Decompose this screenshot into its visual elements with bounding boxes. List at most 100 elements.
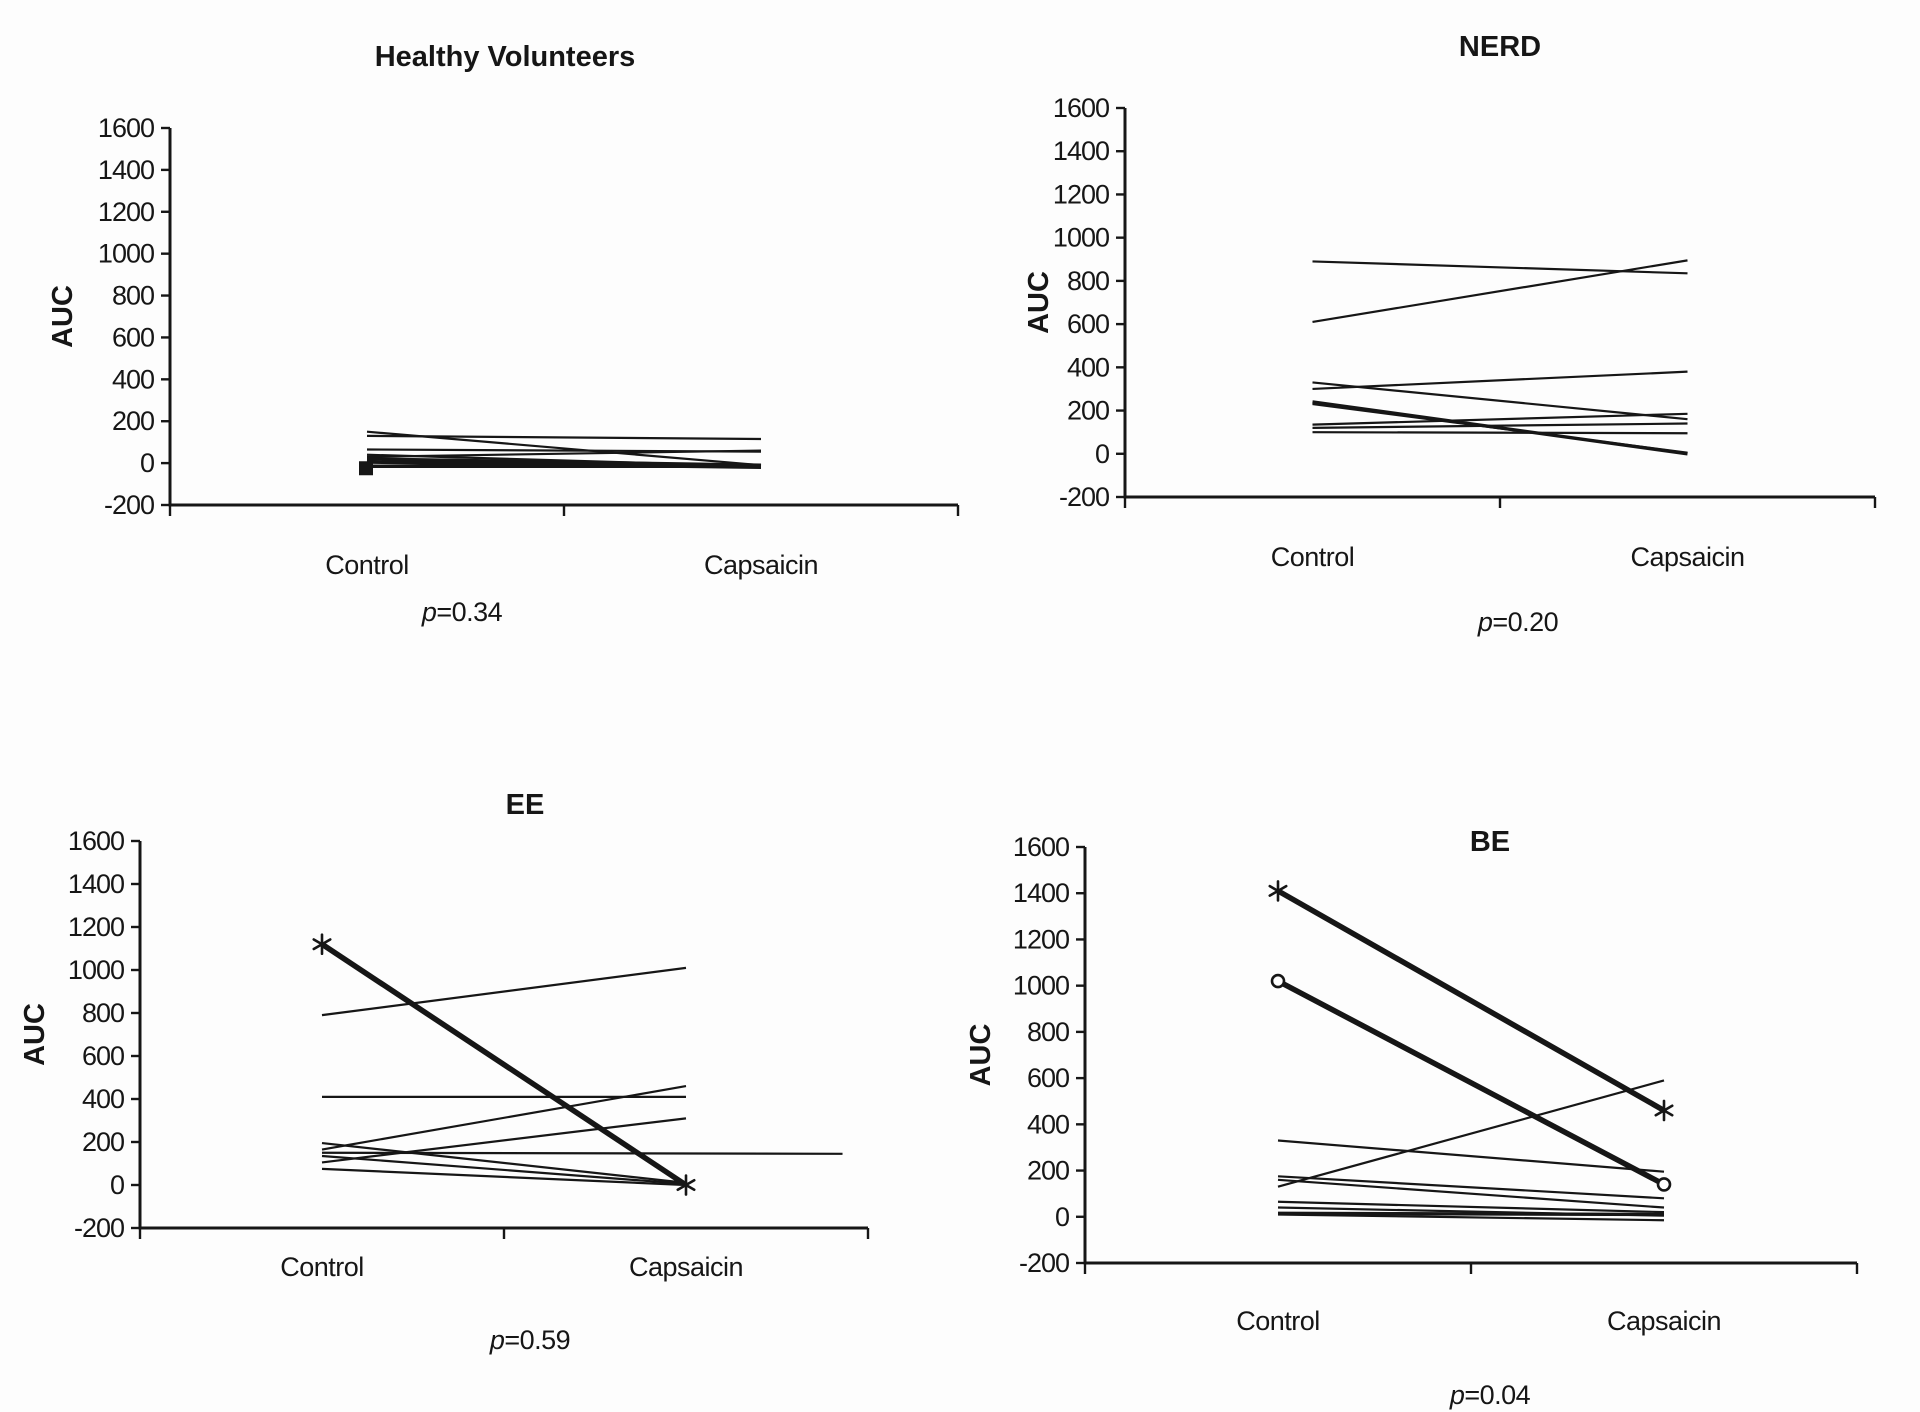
- data-line-subject-2: [366, 434, 762, 441]
- circle-marker-icon: [1656, 1177, 1672, 1192]
- data-line-subject-6: [366, 457, 762, 467]
- y-tick-label: 1000: [68, 955, 124, 985]
- asterisk-marker-icon: [1654, 1099, 1674, 1122]
- data-line-subject-2: [1276, 978, 1666, 1187]
- data-line-subject-9: [1277, 1211, 1665, 1217]
- x-category-label-capsaicin: Capsaicin: [1630, 542, 1744, 572]
- y-tick-label: 1200: [68, 912, 124, 942]
- y-tick-label: -200: [1059, 482, 1109, 512]
- chart-title: NERD: [1459, 31, 1541, 63]
- x-category-label-capsaicin: Capsaicin: [704, 550, 818, 580]
- data-line-subject-4: [1277, 1139, 1665, 1173]
- data-line-subject-3: [1312, 381, 1688, 421]
- p-value-label: p=0.59: [489, 1325, 570, 1355]
- y-tick-label: 1000: [1053, 223, 1109, 253]
- chart-title: Healthy Volunteers: [375, 41, 636, 73]
- y-tick-label: 800: [1067, 266, 1109, 296]
- y-tick-label: 1600: [98, 113, 154, 143]
- data-line-subject-7: [1277, 1200, 1665, 1214]
- y-tick-label: 1400: [98, 155, 154, 185]
- x-category-label-capsaicin: Capsaicin: [629, 1252, 743, 1282]
- chart-panel-nerd: 1600 1400 1200 1000 800 600 400 200 0 -200 NERD AUC…: [1023, 31, 1877, 637]
- y-tick-label: 0: [1055, 1202, 1069, 1232]
- data-line-subject-6: [1277, 1178, 1665, 1209]
- data-line-subject-3: [1277, 1079, 1665, 1188]
- x-category-label-control: Control: [1236, 1306, 1320, 1336]
- x-category-label-capsaicin: Capsaicin: [1607, 1306, 1721, 1336]
- data-line-subject-2: [1312, 259, 1688, 324]
- asterisk-spoke: [1654, 1104, 1674, 1117]
- data-line-subject-8: [1312, 422, 1688, 429]
- y-tick-label: 200: [112, 406, 154, 436]
- y-axis-title: AUC: [47, 285, 79, 348]
- y-tick-label: 0: [110, 1170, 124, 1200]
- data-line-subject-4: [1312, 370, 1688, 391]
- y-tick-label: 1000: [1013, 971, 1069, 1001]
- asterisk-spoke: [312, 938, 332, 951]
- y-tick-label: 400: [1027, 1109, 1069, 1139]
- data-line-subject-5: [1277, 1175, 1665, 1200]
- asterisk-marker-icon: [1268, 880, 1288, 902]
- data-line-subject-1: [1312, 260, 1688, 275]
- y-tick-label: 1600: [68, 826, 124, 856]
- data-line-subject-5: [321, 1085, 687, 1151]
- y-tick-label: 800: [1027, 1017, 1069, 1047]
- y-tick-label: 0: [1095, 439, 1109, 469]
- data-line-subject-4: [321, 1141, 687, 1184]
- y-tick-label: 1200: [1053, 179, 1109, 209]
- y-tick-label: 200: [82, 1127, 124, 1157]
- square-marker-icon: [359, 461, 373, 476]
- chart-title: BE: [1470, 826, 1510, 858]
- data-line-subject-2: [321, 966, 687, 1017]
- y-tick-label: 800: [112, 281, 154, 311]
- x-category-label-control: Control: [1271, 542, 1355, 572]
- y-axis-title: AUC: [19, 1003, 51, 1066]
- y-tick-label: 1400: [1053, 136, 1109, 166]
- y-tick-label: 1400: [1013, 878, 1069, 908]
- y-tick-label: 1400: [68, 869, 124, 899]
- chart-panel-be: 1600 1400 1200 1000 800 600 400 200 0 -200 BE AUC Co…: [965, 826, 1859, 1410]
- asterisk-marker-icon: [312, 933, 332, 956]
- y-tick-label: 200: [1067, 396, 1109, 426]
- data-line-subject-1: [320, 941, 688, 1188]
- data-line-subject-6: [1312, 402, 1688, 454]
- y-tick-label: 1200: [98, 197, 154, 227]
- circle-marker-icon: [1270, 973, 1286, 989]
- p-value-label: p=0.20: [1477, 607, 1558, 637]
- data-line-subject-10: [1277, 1213, 1665, 1222]
- p-value-label: p=0.04: [1449, 1380, 1531, 1410]
- y-axis-title: AUC: [965, 1024, 997, 1087]
- x-category-label-control: Control: [325, 550, 409, 580]
- y-tick-label: 400: [82, 1084, 124, 1114]
- y-tick-label: 600: [1067, 309, 1109, 339]
- y-tick-label: 1200: [1013, 924, 1069, 954]
- chart-panel-ee: 1600 1400 1200 1000 800 600 400 200 0 -200 EE AUC Co…: [19, 789, 870, 1355]
- y-tick-label: -200: [104, 490, 154, 520]
- y-tick-label: 0: [140, 448, 154, 478]
- y-tick-label: 1600: [1013, 832, 1069, 862]
- p-value-label: p=0.34: [421, 597, 503, 627]
- data-line-subject-9: [1312, 431, 1688, 435]
- y-tick-label: 400: [1067, 352, 1109, 382]
- data-line-subject-1: [1276, 888, 1666, 1113]
- y-axis-title: AUC: [1023, 271, 1055, 334]
- y-tick-label: 600: [1027, 1063, 1069, 1093]
- chart-panel-healthy-volunteers: 1600 1400 1200 1000 800 600 400 200 0 -200 Healthy…: [47, 41, 960, 627]
- data-line-subject-8: [321, 1117, 687, 1164]
- y-tick-label: 1000: [98, 239, 154, 269]
- y-tick-label: -200: [1019, 1248, 1069, 1278]
- y-tick-label: 800: [82, 998, 124, 1028]
- chart-title: EE: [506, 789, 545, 821]
- y-tick-label: 1600: [1053, 93, 1109, 123]
- y-tick-label: 600: [82, 1041, 124, 1071]
- y-tick-label: 200: [1027, 1156, 1069, 1186]
- data-line-subject-7: [1312, 412, 1688, 426]
- x-category-label-control: Control: [280, 1252, 364, 1282]
- data-line-subject-9: [321, 1167, 687, 1187]
- y-tick-label: 400: [112, 364, 154, 394]
- asterisk-spoke: [1268, 884, 1288, 897]
- y-tick-label: -200: [74, 1213, 124, 1243]
- y-tick-label: 600: [112, 322, 154, 352]
